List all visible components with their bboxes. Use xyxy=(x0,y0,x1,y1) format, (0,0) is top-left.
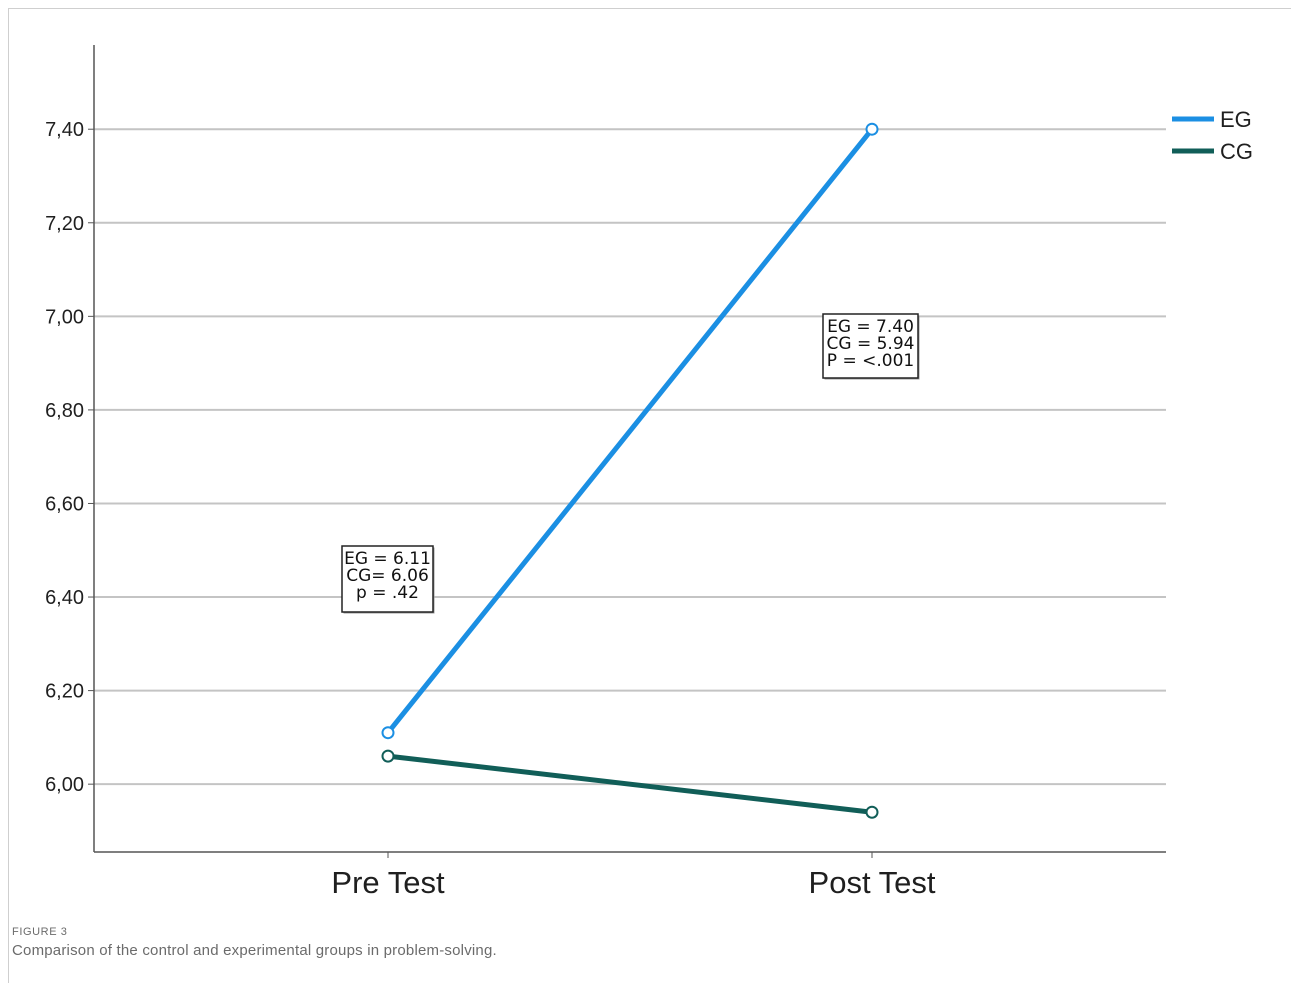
series-line-eg xyxy=(385,126,875,736)
data-point-eg xyxy=(381,726,395,740)
legend-label: EG xyxy=(1220,107,1252,132)
series xyxy=(381,122,879,819)
line-chart: 6,00 6,20 6,40 6,60 6,80 7,00 7,20 7,40 Pre Tes… xyxy=(45,45,1253,900)
annotation-line: CG = 5.94 xyxy=(827,334,915,354)
y-axis-ticks: 6,00 6,20 6,40 6,60 6,80 7,00 7,20 7,40 xyxy=(45,119,94,796)
annotation-line: CG= 6.06 xyxy=(346,566,429,586)
y-tick-label: 7,00 xyxy=(45,306,84,328)
figure-label: FIGURE 3 xyxy=(12,926,68,938)
legend-item-eg: EG xyxy=(1172,107,1252,132)
figure-frame xyxy=(8,8,1291,983)
gridlines xyxy=(94,128,1166,786)
data-point-cg xyxy=(865,805,879,819)
figure-caption: Comparison of the control and experiment… xyxy=(12,942,497,959)
annotation-line: p = .42 xyxy=(356,583,419,603)
series-line-cg xyxy=(385,753,875,815)
y-tick-label: 7,20 xyxy=(45,213,84,235)
legend-label: CG xyxy=(1220,139,1253,164)
axes xyxy=(93,45,1166,853)
annotation-line: EG = 6.11 xyxy=(344,549,431,569)
annotation-line: EG = 7.40 xyxy=(827,317,914,337)
data-point-cg xyxy=(381,749,395,763)
y-tick-label: 6,00 xyxy=(45,774,84,796)
annotation-frame xyxy=(341,545,434,613)
x-tick-label: Post Test xyxy=(809,865,936,900)
legend-item-cg: CG xyxy=(1172,139,1253,164)
data-point-eg xyxy=(865,122,879,136)
y-tick-label: 6,20 xyxy=(45,681,84,703)
legend: EG CG xyxy=(1172,107,1253,164)
y-tick-label: 6,40 xyxy=(45,587,84,609)
annotation-line: P = <.001 xyxy=(827,351,914,371)
y-tick-label: 6,80 xyxy=(45,400,84,422)
x-axis-ticks: Pre Test Post Test xyxy=(331,852,936,900)
y-tick-label: 7,40 xyxy=(45,119,84,141)
y-tick-label: 6,60 xyxy=(45,493,84,515)
annotation-frame xyxy=(822,313,919,379)
x-tick-label: Pre Test xyxy=(331,865,445,900)
